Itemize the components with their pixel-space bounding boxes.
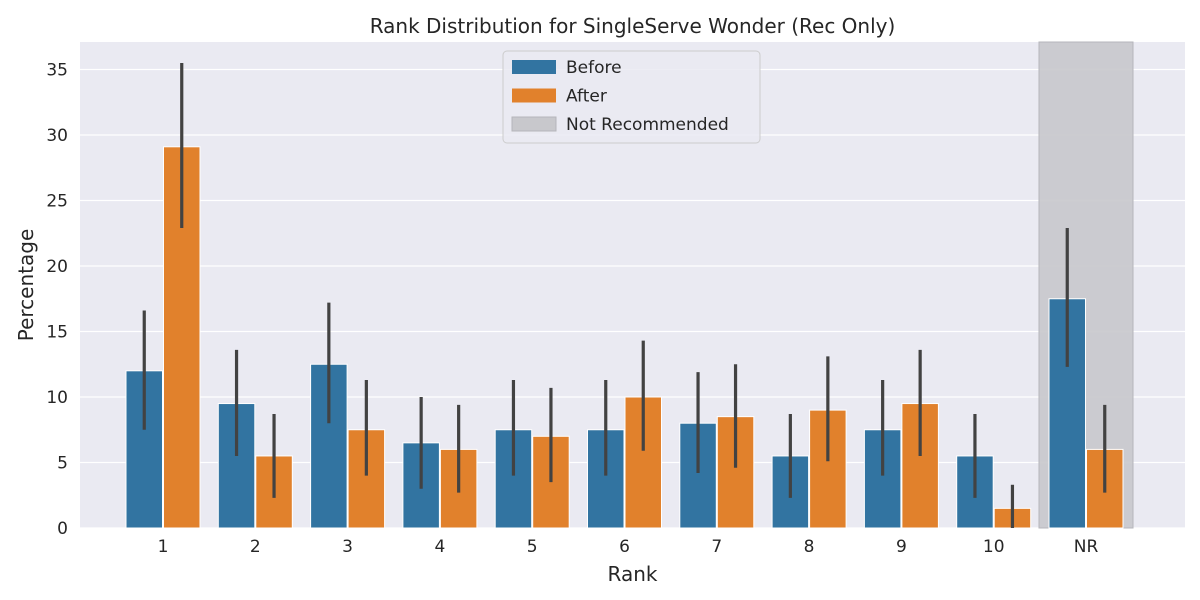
legend-box: [502, 50, 761, 144]
x-tick-9: 9: [896, 537, 907, 557]
x-tick-7: 7: [711, 537, 722, 557]
legend-label-before: Before: [566, 58, 622, 78]
x-tick-8: 8: [804, 537, 815, 557]
y-tick-5: 5: [57, 454, 68, 474]
x-tick-5: 5: [527, 537, 538, 557]
y-tick-30: 30: [46, 126, 68, 146]
legend-swatch-after: [512, 88, 556, 103]
legend: Before After Not Recommended: [502, 50, 761, 144]
y-tick-labels: 0 5 10 15 20 25 30 35: [46, 61, 68, 539]
legend-label-after: After: [566, 87, 607, 107]
chart-title: Rank Distribution for SingleServe Wonder…: [370, 14, 896, 38]
legend-swatch-before: [512, 60, 556, 74]
x-tick-1: 1: [158, 537, 169, 557]
y-tick-10: 10: [46, 388, 68, 408]
y-tick-20: 20: [46, 257, 68, 277]
x-tick-6: 6: [619, 537, 630, 557]
bars: [125, 146, 1124, 529]
y-tick-35: 35: [46, 61, 68, 81]
x-tick-nr: NR: [1074, 537, 1099, 557]
legend-label-not-recommended: Not Recommended: [566, 115, 729, 135]
x-axis-label: Rank: [608, 562, 658, 586]
x-tick-2: 2: [250, 537, 261, 557]
legend-swatch-not-recommended: [511, 116, 557, 132]
y-tick-15: 15: [46, 323, 68, 343]
x-tick-10: 10: [983, 537, 1005, 557]
y-axis-label: Percentage: [14, 229, 38, 342]
y-tick-0: 0: [57, 519, 68, 539]
y-tick-25: 25: [46, 192, 68, 212]
x-tick-3: 3: [342, 537, 353, 557]
error-bars: [142, 62, 1107, 528]
x-tick-labels: 1 2 3 4 5 6 7 8 9 10 NR: [158, 537, 1099, 557]
x-tick-4: 4: [434, 537, 445, 557]
